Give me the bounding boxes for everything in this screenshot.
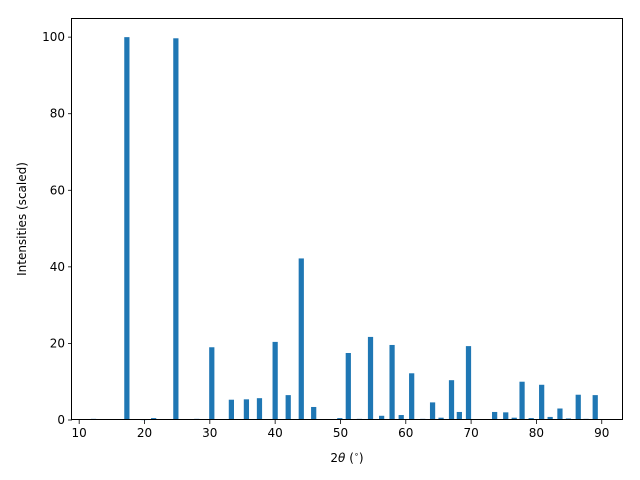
- bars-group: [90, 37, 598, 421]
- x-tick-label: 80: [529, 426, 544, 440]
- bar: [575, 394, 581, 420]
- x-tick-label: 30: [202, 426, 217, 440]
- bar: [557, 408, 563, 420]
- bar: [311, 406, 317, 420]
- bar: [547, 416, 553, 420]
- bar: [379, 415, 385, 420]
- bar: [511, 417, 517, 420]
- y-tick-label: 0: [57, 413, 65, 427]
- x-tick-label: 10: [72, 426, 87, 440]
- bar: [298, 258, 304, 420]
- bar: [345, 353, 351, 420]
- bar: [448, 380, 455, 420]
- bar: [592, 395, 598, 420]
- x-axis-label: 2θ (∘): [330, 450, 363, 465]
- bar: [243, 399, 250, 420]
- bar: [124, 37, 130, 421]
- bar: [173, 38, 179, 420]
- x-axis-ticks: 10 20 30 40 50 60 70 80 90: [72, 420, 609, 440]
- bar: [456, 411, 462, 420]
- bar: [465, 346, 472, 420]
- y-tick-label: 100: [42, 30, 65, 44]
- bar: [503, 412, 509, 420]
- y-axis-ticks: 0 20 40 60 80 100: [42, 30, 72, 427]
- x-tick-label: 60: [398, 426, 413, 440]
- bar: [398, 415, 404, 420]
- x-tick-label: 70: [463, 426, 478, 440]
- bar: [256, 398, 263, 420]
- bar: [209, 347, 215, 420]
- x-tick-label: 50: [333, 426, 348, 440]
- bar: [519, 381, 525, 420]
- y-tick-label: 20: [50, 336, 65, 350]
- bar: [367, 336, 374, 420]
- bar: [228, 399, 234, 420]
- bar: [389, 344, 395, 420]
- plot-frame: [71, 18, 623, 420]
- y-tick-label: 80: [50, 107, 65, 121]
- y-tick-label: 60: [50, 183, 65, 197]
- bar: [539, 384, 545, 420]
- x-tick-label: 40: [268, 426, 283, 440]
- bar: [438, 417, 444, 420]
- bar: [272, 341, 278, 420]
- x-tick-label: 90: [594, 426, 609, 440]
- x-tick-label: 20: [137, 426, 152, 440]
- bar: [492, 411, 498, 420]
- y-tick-label: 40: [50, 260, 65, 274]
- bar: [285, 395, 291, 420]
- bar: [409, 373, 415, 420]
- y-axis-label: Intensities (scaled): [15, 162, 29, 276]
- bar: [429, 402, 436, 420]
